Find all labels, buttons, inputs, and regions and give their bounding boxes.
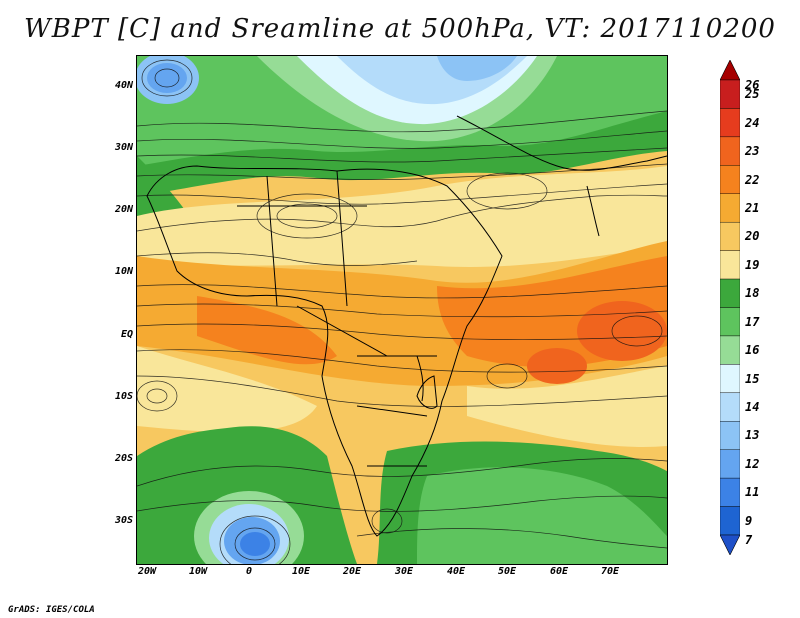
colorbar-swatch bbox=[720, 364, 740, 394]
map-title: WBPT [C] and Sreamline at 500hPa, VT: 20… bbox=[24, 14, 776, 44]
colorbar-swatch bbox=[720, 108, 740, 138]
colorbar-label: 23 bbox=[745, 144, 760, 159]
colorbar-swatch bbox=[720, 392, 740, 422]
lon-label-40E: 40E bbox=[446, 566, 466, 577]
colorbar-label: 25 bbox=[745, 87, 760, 102]
colorbar-label: 11 bbox=[745, 485, 760, 500]
lat-label-30N: 30N bbox=[114, 142, 133, 153]
colorbar-swatch bbox=[720, 250, 740, 280]
colorbar-label: 26 bbox=[745, 78, 760, 92]
lat-label-10N: 10N bbox=[114, 266, 133, 277]
colorbar-swatch bbox=[720, 449, 740, 479]
colorbar-label: 16 bbox=[745, 343, 760, 358]
colorbar-label: 12 bbox=[745, 456, 760, 471]
lat-label-30S: 30S bbox=[114, 515, 133, 526]
colorbar-swatch bbox=[720, 136, 740, 166]
lon-label-10W: 10W bbox=[188, 566, 208, 577]
colorbar-label: 24 bbox=[745, 115, 760, 130]
colorbar-swatch bbox=[720, 278, 740, 308]
colorbar bbox=[720, 60, 740, 555]
colorbar-cap-top bbox=[720, 60, 740, 81]
colorbar-label: 9 bbox=[745, 513, 753, 528]
colorbar-label: 18 bbox=[745, 286, 760, 301]
lat-label-20N: 20N bbox=[114, 204, 133, 215]
colorbar-cap-bottom bbox=[720, 534, 740, 555]
colorbar-swatch bbox=[720, 165, 740, 194]
lon-label-60E: 60E bbox=[549, 566, 569, 577]
colorbar-swatch bbox=[720, 335, 740, 365]
colorbar-swatch bbox=[720, 193, 740, 223]
colorbar-label: 22 bbox=[745, 172, 760, 187]
colorbar-label: 7 bbox=[745, 533, 753, 547]
lon-label-50E: 50E bbox=[497, 566, 517, 577]
lat-label-eq: EQ bbox=[120, 329, 133, 340]
colorbar-swatch bbox=[720, 79, 740, 109]
colorbar-label: 19 bbox=[745, 257, 760, 272]
colorbar-label: 17 bbox=[745, 314, 760, 329]
colorbar-label: 13 bbox=[745, 428, 760, 443]
lon-label-70E: 70E bbox=[600, 566, 620, 577]
colorbar-label: 14 bbox=[745, 400, 760, 415]
colorbar-label: 20 bbox=[745, 229, 760, 244]
colorbar-label: 15 bbox=[745, 371, 760, 386]
colorbar-swatch bbox=[720, 477, 740, 507]
lon-label-0: 0 bbox=[245, 566, 253, 577]
lon-label-10E: 10E bbox=[291, 566, 311, 577]
map-panel bbox=[136, 55, 668, 565]
lon-label-20E: 20E bbox=[342, 566, 362, 577]
colorbar-swatch bbox=[720, 221, 740, 251]
colorbar-swatch bbox=[720, 421, 740, 450]
credit-text: GrADS: IGES/COLA bbox=[8, 605, 95, 615]
lon-label-30E: 30E bbox=[394, 566, 414, 577]
colorbar-label: 21 bbox=[745, 200, 760, 215]
lat-label-20S: 20S bbox=[114, 453, 133, 464]
lat-label-40N: 40N bbox=[114, 80, 133, 91]
colorbar-graphic bbox=[720, 60, 740, 555]
lon-label-20W: 20W bbox=[137, 566, 157, 577]
lat-label-10S: 10S bbox=[114, 391, 133, 402]
colorbar-swatch bbox=[720, 307, 740, 337]
colorbar-swatch bbox=[720, 506, 740, 536]
wbpt-field bbox=[137, 56, 667, 564]
